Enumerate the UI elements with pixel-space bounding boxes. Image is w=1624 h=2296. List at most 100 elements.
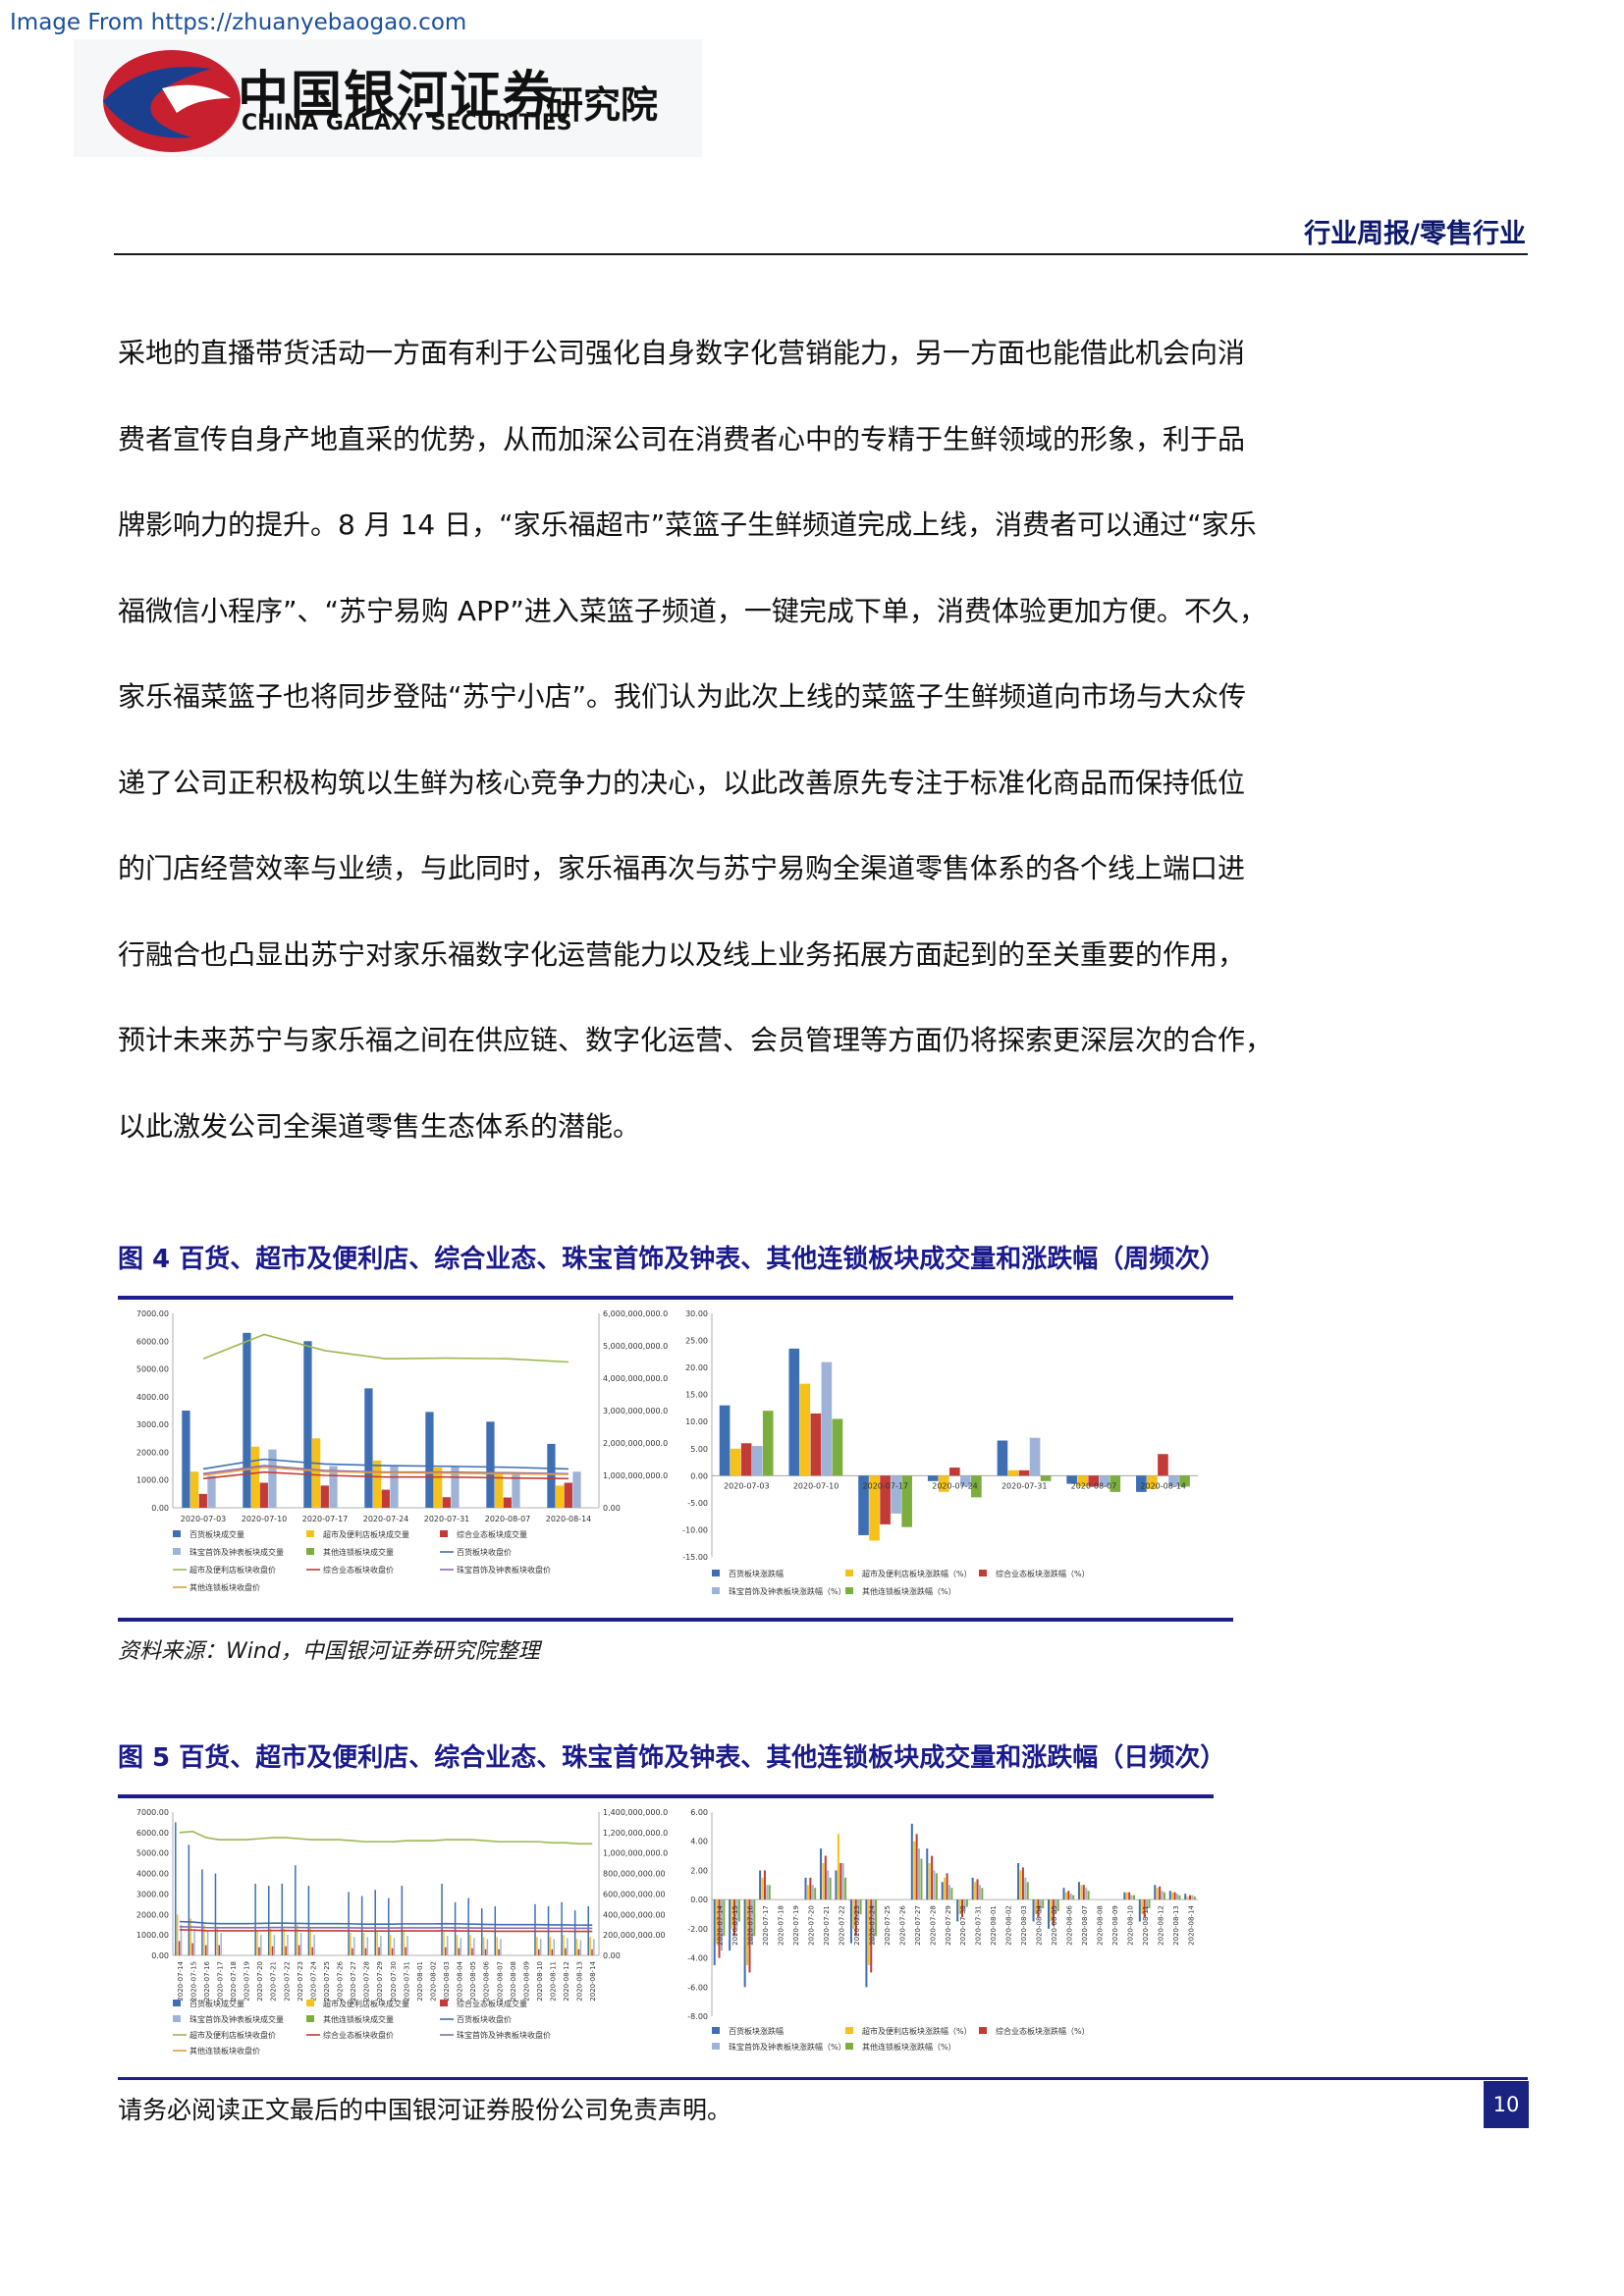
bar — [451, 1466, 460, 1508]
bar — [243, 1332, 251, 1508]
bar — [1082, 1885, 1085, 1900]
bar — [458, 1948, 460, 1955]
bar — [824, 1855, 827, 1900]
bar — [981, 1888, 984, 1900]
bar — [835, 1870, 838, 1900]
bar — [553, 1939, 555, 1955]
bar — [799, 1383, 811, 1476]
bar — [376, 1930, 378, 1955]
bar — [564, 1482, 572, 1508]
bar — [575, 1939, 578, 1955]
bar — [254, 1884, 256, 1955]
footer-disclaimer: 请务必阅读正文最后的中国银河证券股份公司免责声明。 — [118, 2096, 732, 2124]
x-tick-label: 2020-08-07 — [496, 1961, 504, 2002]
x-tick-label: 2020-07-31 — [975, 1905, 983, 1946]
bar — [1184, 1894, 1187, 1900]
x-tick-label: 2020-07-24 — [932, 1481, 978, 1490]
x-tick-label: 2020-08-07 — [1081, 1905, 1089, 1946]
bar — [1018, 1469, 1030, 1476]
x-tick-label: 2020-07-16 — [203, 1960, 211, 2001]
bar — [1021, 1867, 1024, 1900]
y2-tick-label: 2,000,000,000.00 — [603, 1439, 668, 1448]
bar — [350, 1933, 352, 1955]
x-tick-label: 2020-07-24 — [309, 1960, 317, 2001]
legend-label: 百货板块收盘价 — [457, 1547, 512, 1557]
bar — [1141, 1899, 1144, 1914]
bar — [841, 1863, 844, 1900]
y-tick-label: 3000.00 — [136, 1890, 169, 1898]
bar — [1026, 1882, 1029, 1900]
y2-tick-label: 1,000,000,000.00 — [603, 1849, 668, 1858]
bar — [870, 1899, 873, 1973]
bar — [844, 1877, 847, 1900]
x-tick-label: 2020-08-14 — [589, 1960, 597, 2001]
x-tick-label: 2020-08-14 — [1140, 1481, 1186, 1490]
y-tick-label: 0.00 — [690, 1896, 708, 1904]
bar — [1048, 1899, 1051, 1929]
legend-swatch — [712, 1587, 720, 1594]
bar — [1193, 1896, 1196, 1900]
legend-swatch — [173, 2015, 181, 2022]
x-tick-label: 2020-07-30 — [390, 1961, 398, 2002]
legend-swatch — [979, 1570, 987, 1576]
bar — [216, 1926, 219, 1955]
bar — [390, 1466, 399, 1508]
logo-chinese-name: 中国银河证券 — [238, 67, 557, 126]
bar — [178, 1941, 181, 1955]
x-tick-label: 2020-08-07 — [485, 1515, 531, 1523]
bar — [971, 1877, 974, 1900]
bar — [1154, 1885, 1157, 1900]
bar — [486, 1939, 489, 1955]
x-tick-label: 2020-08-13 — [1172, 1905, 1180, 1946]
bar — [920, 1858, 923, 1900]
bar — [963, 1899, 966, 1912]
bar — [180, 1924, 183, 1955]
bar — [1062, 1888, 1065, 1900]
bar — [1077, 1475, 1089, 1487]
bar — [433, 1467, 443, 1508]
x-tick-label: 2020-07-14 — [717, 1905, 725, 1946]
bar — [1176, 1894, 1179, 1900]
x-tick-label: 2020-07-29 — [945, 1905, 952, 1946]
bar — [750, 1899, 753, 1944]
x-tick-label: 2020-07-22 — [283, 1961, 291, 2002]
legend-swatch — [845, 1570, 853, 1576]
bar — [821, 1362, 833, 1476]
y-tick-label: 6000.00 — [136, 1829, 169, 1838]
x-tick-label: 2020-07-24 — [868, 1905, 876, 1946]
bar — [1042, 1899, 1045, 1909]
figure4-volume-chart: 0.00 1000.00 2000.00 3000.00 4000.00 5000.00 6… — [136, 1309, 668, 1592]
bar — [1125, 1892, 1128, 1900]
y2-tick-label: 3,000,000,000.00 — [603, 1407, 668, 1415]
y-tick-label: 6000.00 — [136, 1337, 169, 1346]
bar — [388, 1897, 390, 1955]
legend-label: 其他连锁板块成交量 — [323, 1547, 394, 1557]
bar — [880, 1475, 891, 1524]
bar — [1067, 1891, 1070, 1900]
y2-tick-label: 1,400,000,000.00 — [603, 1808, 668, 1817]
bar — [928, 1863, 931, 1900]
legend-label: 珠宝首饰及钟表板块涨跌幅（%） — [729, 1586, 846, 1596]
bar — [933, 1870, 936, 1900]
x-tick-label: 2020-07-19 — [244, 1961, 251, 2002]
bar — [1156, 1888, 1159, 1900]
bar — [913, 1841, 916, 1900]
x-tick-label: 2020-08-09 — [522, 1961, 530, 2002]
bar — [1178, 1895, 1181, 1900]
bar — [1189, 1895, 1192, 1900]
legend-swatch — [306, 1548, 314, 1555]
series-line — [202, 1466, 569, 1476]
bar — [589, 1937, 591, 1955]
bar — [303, 1341, 312, 1508]
bar — [364, 1388, 373, 1508]
legend-swatch — [306, 1530, 314, 1537]
bar — [193, 1928, 195, 1955]
bar — [534, 1903, 536, 1955]
legend-label: 其他连锁板块成交量 — [323, 2014, 394, 2024]
bar — [547, 1443, 556, 1508]
y-tick-label: -15.00 — [682, 1553, 708, 1562]
figure4-bottom-rule — [118, 1618, 1233, 1622]
bar — [1138, 1899, 1141, 1922]
bar — [258, 1947, 260, 1955]
bar — [1034, 1899, 1037, 1914]
